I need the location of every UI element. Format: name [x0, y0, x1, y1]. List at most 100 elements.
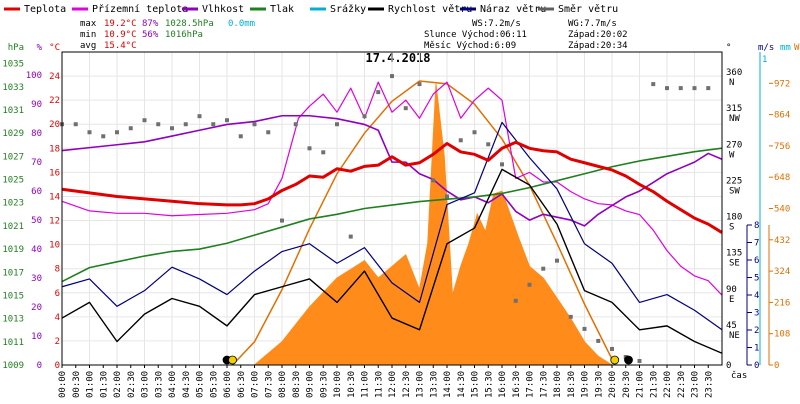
wind-direction-point: [417, 82, 422, 87]
moon-set: Západ:20:34: [568, 41, 628, 51]
axis-x-tick: 11:00: [361, 371, 371, 398]
legend: Teplota Přízemní teplota Vlhkost Tlak Srážky…: [4, 3, 618, 15]
line-series: [61, 81, 723, 354]
axis-temperature-tick: 10: [49, 241, 60, 251]
stat-max-press: 1028.5hPa: [165, 19, 214, 29]
axis-x-tick: 23:30: [704, 371, 714, 398]
wind-direction-point: [238, 134, 243, 139]
axis-x-tick: 19:30: [594, 371, 604, 398]
axis-humidity-tick: 20: [31, 303, 42, 313]
axis-wind-unit: m/s: [758, 43, 774, 53]
axis-direction-name: W: [729, 150, 735, 160]
axis-humidity-tick: 80: [31, 129, 42, 139]
legend-label-srazky: Srážky: [330, 3, 366, 15]
wind-direction-point: [266, 130, 271, 135]
axis-wind-tick: 7: [754, 239, 759, 249]
axis-x-tick: 02:00: [113, 371, 123, 398]
wind-direction-point: [665, 86, 669, 91]
axis-solar-tick: 864: [774, 111, 790, 121]
sun-moon-markers: [222, 355, 633, 365]
axis-direction-tick: 135: [726, 249, 742, 259]
axis-rain-unit: mm: [780, 43, 791, 53]
wind-direction-point: [225, 118, 229, 123]
axis-humidity-tick: 0: [37, 361, 42, 371]
axis-temperature-tick: 4: [55, 313, 60, 323]
wind-direction-point: [596, 338, 601, 343]
plot-frame: [61, 51, 723, 366]
wind-direction-point: [582, 326, 587, 331]
stat-max-rain: 0.0mm: [228, 19, 255, 29]
wind-direction-point: [678, 86, 683, 91]
legend-label-tlak: Tlak: [270, 4, 294, 15]
wind-direction-point: [403, 106, 408, 111]
axis-x-tick: 00:30: [72, 371, 82, 398]
axis-temperature-tick: 0: [55, 361, 60, 371]
axis-direction-name: NE: [729, 331, 740, 341]
wind-direction-point: [555, 258, 559, 263]
axis-hpa-tick: 1021: [2, 222, 24, 232]
axis-hpa-tick: 1013: [2, 315, 24, 325]
legend-label-vitr: Rychlost větru: [388, 3, 472, 15]
axis-x-tick: 20:00: [608, 371, 618, 398]
wind-direction-point: [183, 122, 188, 127]
wind-sun-info: WS:7.2m/s WG:7.7m/s Slunce Východ:06:11 …: [424, 19, 628, 51]
axis-x-tick: 08:00: [278, 371, 288, 398]
wind-direction-point: [252, 122, 257, 127]
series-line-teplota: [61, 140, 723, 234]
axis-x-tick: 22:00: [663, 371, 673, 398]
axis-x-tick: 09:00: [306, 371, 316, 398]
axis-wind-tick: 3: [754, 309, 759, 319]
axis-hpa-tick: 1017: [2, 268, 24, 278]
axis-x-label: čas: [731, 370, 747, 381]
axis-x-tick: 13:30: [429, 371, 439, 398]
wind-direction-point: [527, 282, 532, 287]
wind-direction-point: [500, 162, 504, 167]
axis-x-tick: 10:00: [333, 371, 343, 398]
axis-x-tick: 23:00: [691, 371, 701, 398]
axis-humidity-tick: 50: [31, 216, 42, 226]
axis-x-tick: 02:30: [127, 371, 137, 398]
axis-x-tick: 07:00: [251, 371, 261, 398]
axis-humidity-tick: 40: [31, 245, 42, 255]
wind-direction-point: [376, 90, 381, 95]
wind-direction-point: [115, 130, 119, 135]
axis-direction-tick: 315: [726, 104, 742, 114]
axis-hpa-tick: 1009: [2, 361, 24, 371]
axis-hpa-tick: 1029: [2, 129, 24, 139]
axis-x-tick: 06:00: [223, 371, 233, 398]
sun-moon-marker-1: [228, 355, 237, 365]
axis-solar-tick: 540: [774, 205, 790, 215]
wind-direction-point: [445, 194, 449, 199]
axis-direction-tick: 180: [726, 213, 742, 223]
axis-x-tick: 20:30: [622, 371, 632, 398]
axis-hpa-tick: 1027: [2, 152, 24, 162]
wind-wg: WG:7.7m/s: [568, 19, 617, 29]
wind-direction-point: [87, 130, 92, 135]
wind-direction-series: [60, 74, 711, 363]
axis-direction-name: NW: [729, 114, 740, 124]
axis-solar-tick: 432: [774, 236, 790, 246]
axis-temperature-tick: 20: [49, 120, 60, 130]
axis-temperature-tick: 24: [49, 72, 60, 82]
series-line-tlak: [61, 147, 723, 283]
axis-hpa-tick: 1015: [2, 291, 24, 301]
sun-moon-marker-2: [610, 355, 620, 365]
axis-x-tick: 16:30: [512, 371, 522, 398]
sun-set: Západ:20:02: [568, 30, 628, 40]
axis-direction-tick: 45: [726, 321, 737, 331]
axis-humidity-tick: 30: [31, 274, 42, 284]
axis-x-tick: 12:00: [388, 371, 398, 398]
axis-x-tick: 21:00: [636, 371, 646, 398]
wind-direction-point: [458, 138, 463, 143]
axis-humidity-tick: 10: [31, 332, 42, 342]
axis-x-tick: 18:30: [567, 371, 577, 398]
axis-direction-name: S: [729, 223, 734, 233]
axis-x-tick: 17:30: [539, 371, 549, 398]
axis-hpa-tick: 1035: [2, 60, 24, 70]
wind-direction-point: [610, 346, 614, 351]
axis-direction-name: N: [729, 78, 734, 88]
series-line-naraz: [61, 121, 723, 331]
wind-direction-point: [307, 146, 312, 151]
axis-x-tick: 13:00: [416, 371, 426, 398]
stat-max-hum: 87%: [142, 19, 159, 29]
